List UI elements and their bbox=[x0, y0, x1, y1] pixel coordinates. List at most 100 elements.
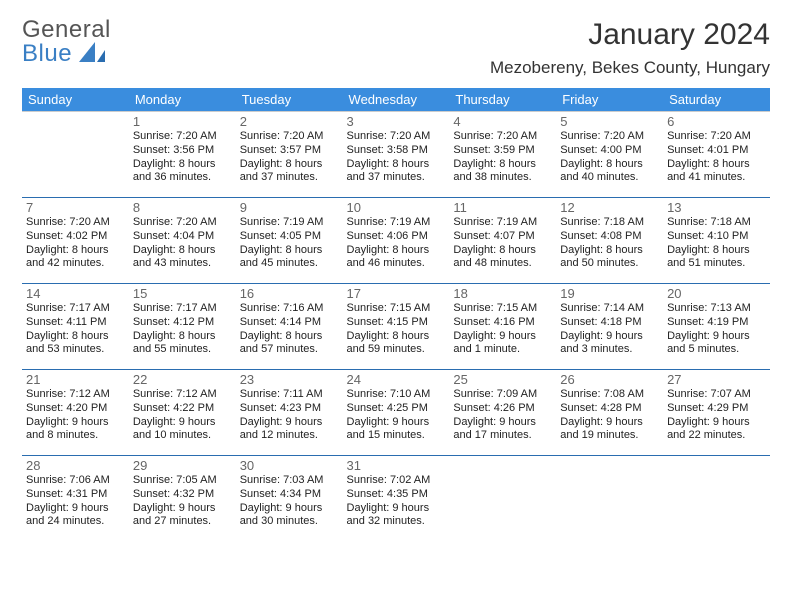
day-number: 27 bbox=[667, 372, 766, 387]
calendar-day-cell: 11Sunrise: 7:19 AMSunset: 4:07 PMDayligh… bbox=[449, 198, 556, 284]
day-number: 6 bbox=[667, 114, 766, 129]
day-number: 31 bbox=[347, 458, 446, 473]
calendar-week-row: 7Sunrise: 7:20 AMSunset: 4:02 PMDaylight… bbox=[22, 198, 770, 284]
calendar-day-cell: 2Sunrise: 7:20 AMSunset: 3:57 PMDaylight… bbox=[236, 112, 343, 198]
calendar-day-cell: 22Sunrise: 7:12 AMSunset: 4:22 PMDayligh… bbox=[129, 370, 236, 456]
calendar-day-cell: 5Sunrise: 7:20 AMSunset: 4:00 PMDaylight… bbox=[556, 112, 663, 198]
header: General Blue January 2024 Mezobereny, Be… bbox=[22, 18, 770, 78]
day-info: Sunrise: 7:20 AMSunset: 3:59 PMDaylight:… bbox=[453, 130, 552, 185]
calendar-day-cell: 18Sunrise: 7:15 AMSunset: 4:16 PMDayligh… bbox=[449, 284, 556, 370]
day-info: Sunrise: 7:12 AMSunset: 4:20 PMDaylight:… bbox=[26, 388, 125, 443]
calendar-day-cell: 21Sunrise: 7:12 AMSunset: 4:20 PMDayligh… bbox=[22, 370, 129, 456]
day-number: 5 bbox=[560, 114, 659, 129]
weekday-header: Monday bbox=[129, 88, 236, 112]
title-block: January 2024 Mezobereny, Bekes County, H… bbox=[490, 18, 770, 78]
calendar-day-cell: 23Sunrise: 7:11 AMSunset: 4:23 PMDayligh… bbox=[236, 370, 343, 456]
day-info: Sunrise: 7:18 AMSunset: 4:08 PMDaylight:… bbox=[560, 216, 659, 271]
day-number: 18 bbox=[453, 286, 552, 301]
calendar-day-cell: 12Sunrise: 7:18 AMSunset: 4:08 PMDayligh… bbox=[556, 198, 663, 284]
day-number: 9 bbox=[240, 200, 339, 215]
day-number: 19 bbox=[560, 286, 659, 301]
day-info: Sunrise: 7:19 AMSunset: 4:05 PMDaylight:… bbox=[240, 216, 339, 271]
day-info: Sunrise: 7:13 AMSunset: 4:19 PMDaylight:… bbox=[667, 302, 766, 357]
calendar-day-cell bbox=[22, 112, 129, 198]
day-info: Sunrise: 7:09 AMSunset: 4:26 PMDaylight:… bbox=[453, 388, 552, 443]
calendar-day-cell: 25Sunrise: 7:09 AMSunset: 4:26 PMDayligh… bbox=[449, 370, 556, 456]
calendar-week-row: 21Sunrise: 7:12 AMSunset: 4:20 PMDayligh… bbox=[22, 370, 770, 456]
brand-logo: General Blue bbox=[22, 18, 111, 66]
day-info: Sunrise: 7:16 AMSunset: 4:14 PMDaylight:… bbox=[240, 302, 339, 357]
day-number: 24 bbox=[347, 372, 446, 387]
calendar-day-cell: 31Sunrise: 7:02 AMSunset: 4:35 PMDayligh… bbox=[343, 456, 450, 542]
calendar-day-cell bbox=[449, 456, 556, 542]
calendar-day-cell: 26Sunrise: 7:08 AMSunset: 4:28 PMDayligh… bbox=[556, 370, 663, 456]
day-info: Sunrise: 7:05 AMSunset: 4:32 PMDaylight:… bbox=[133, 474, 232, 529]
location-text: Mezobereny, Bekes County, Hungary bbox=[490, 58, 770, 78]
day-info: Sunrise: 7:18 AMSunset: 4:10 PMDaylight:… bbox=[667, 216, 766, 271]
weekday-header: Sunday bbox=[22, 88, 129, 112]
calendar-table: SundayMondayTuesdayWednesdayThursdayFrid… bbox=[22, 88, 770, 542]
day-info: Sunrise: 7:20 AMSunset: 4:01 PMDaylight:… bbox=[667, 130, 766, 185]
calendar-day-cell: 14Sunrise: 7:17 AMSunset: 4:11 PMDayligh… bbox=[22, 284, 129, 370]
day-number: 13 bbox=[667, 200, 766, 215]
brand-sail-icon bbox=[79, 42, 105, 66]
calendar-day-cell: 8Sunrise: 7:20 AMSunset: 4:04 PMDaylight… bbox=[129, 198, 236, 284]
day-number: 3 bbox=[347, 114, 446, 129]
calendar-day-cell: 16Sunrise: 7:16 AMSunset: 4:14 PMDayligh… bbox=[236, 284, 343, 370]
day-info: Sunrise: 7:17 AMSunset: 4:12 PMDaylight:… bbox=[133, 302, 232, 357]
day-number: 12 bbox=[560, 200, 659, 215]
calendar-day-cell bbox=[663, 456, 770, 542]
calendar-day-cell: 27Sunrise: 7:07 AMSunset: 4:29 PMDayligh… bbox=[663, 370, 770, 456]
day-info: Sunrise: 7:20 AMSunset: 4:00 PMDaylight:… bbox=[560, 130, 659, 185]
day-info: Sunrise: 7:20 AMSunset: 4:02 PMDaylight:… bbox=[26, 216, 125, 271]
weekday-header: Thursday bbox=[449, 88, 556, 112]
calendar-week-row: 14Sunrise: 7:17 AMSunset: 4:11 PMDayligh… bbox=[22, 284, 770, 370]
brand-top: General bbox=[22, 18, 111, 42]
calendar-day-cell: 30Sunrise: 7:03 AMSunset: 4:34 PMDayligh… bbox=[236, 456, 343, 542]
day-number: 20 bbox=[667, 286, 766, 301]
day-info: Sunrise: 7:19 AMSunset: 4:07 PMDaylight:… bbox=[453, 216, 552, 271]
day-number: 1 bbox=[133, 114, 232, 129]
day-number: 17 bbox=[347, 286, 446, 301]
day-number: 25 bbox=[453, 372, 552, 387]
calendar-day-cell: 24Sunrise: 7:10 AMSunset: 4:25 PMDayligh… bbox=[343, 370, 450, 456]
day-number: 16 bbox=[240, 286, 339, 301]
day-info: Sunrise: 7:15 AMSunset: 4:15 PMDaylight:… bbox=[347, 302, 446, 357]
weekday-header: Friday bbox=[556, 88, 663, 112]
day-info: Sunrise: 7:15 AMSunset: 4:16 PMDaylight:… bbox=[453, 302, 552, 357]
calendar-day-cell: 10Sunrise: 7:19 AMSunset: 4:06 PMDayligh… bbox=[343, 198, 450, 284]
day-info: Sunrise: 7:20 AMSunset: 3:57 PMDaylight:… bbox=[240, 130, 339, 185]
day-info: Sunrise: 7:17 AMSunset: 4:11 PMDaylight:… bbox=[26, 302, 125, 357]
calendar-day-cell: 15Sunrise: 7:17 AMSunset: 4:12 PMDayligh… bbox=[129, 284, 236, 370]
calendar-day-cell: 29Sunrise: 7:05 AMSunset: 4:32 PMDayligh… bbox=[129, 456, 236, 542]
day-info: Sunrise: 7:19 AMSunset: 4:06 PMDaylight:… bbox=[347, 216, 446, 271]
day-info: Sunrise: 7:20 AMSunset: 3:58 PMDaylight:… bbox=[347, 130, 446, 185]
day-info: Sunrise: 7:06 AMSunset: 4:31 PMDaylight:… bbox=[26, 474, 125, 529]
day-number: 2 bbox=[240, 114, 339, 129]
day-info: Sunrise: 7:02 AMSunset: 4:35 PMDaylight:… bbox=[347, 474, 446, 529]
day-info: Sunrise: 7:11 AMSunset: 4:23 PMDaylight:… bbox=[240, 388, 339, 443]
calendar-day-cell: 13Sunrise: 7:18 AMSunset: 4:10 PMDayligh… bbox=[663, 198, 770, 284]
day-info: Sunrise: 7:20 AMSunset: 3:56 PMDaylight:… bbox=[133, 130, 232, 185]
day-number: 11 bbox=[453, 200, 552, 215]
calendar-day-cell: 28Sunrise: 7:06 AMSunset: 4:31 PMDayligh… bbox=[22, 456, 129, 542]
day-number: 14 bbox=[26, 286, 125, 301]
day-number: 23 bbox=[240, 372, 339, 387]
day-number: 8 bbox=[133, 200, 232, 215]
calendar-week-row: 1Sunrise: 7:20 AMSunset: 3:56 PMDaylight… bbox=[22, 112, 770, 198]
day-number: 21 bbox=[26, 372, 125, 387]
weekday-header: Wednesday bbox=[343, 88, 450, 112]
day-info: Sunrise: 7:14 AMSunset: 4:18 PMDaylight:… bbox=[560, 302, 659, 357]
day-number: 28 bbox=[26, 458, 125, 473]
day-number: 7 bbox=[26, 200, 125, 215]
calendar-day-cell: 4Sunrise: 7:20 AMSunset: 3:59 PMDaylight… bbox=[449, 112, 556, 198]
day-info: Sunrise: 7:10 AMSunset: 4:25 PMDaylight:… bbox=[347, 388, 446, 443]
day-number: 4 bbox=[453, 114, 552, 129]
day-number: 30 bbox=[240, 458, 339, 473]
calendar-day-cell bbox=[556, 456, 663, 542]
day-info: Sunrise: 7:08 AMSunset: 4:28 PMDaylight:… bbox=[560, 388, 659, 443]
calendar-body: 1Sunrise: 7:20 AMSunset: 3:56 PMDaylight… bbox=[22, 112, 770, 542]
calendar-day-cell: 1Sunrise: 7:20 AMSunset: 3:56 PMDaylight… bbox=[129, 112, 236, 198]
calendar-day-cell: 17Sunrise: 7:15 AMSunset: 4:15 PMDayligh… bbox=[343, 284, 450, 370]
brand-bottom: Blue bbox=[22, 40, 72, 67]
